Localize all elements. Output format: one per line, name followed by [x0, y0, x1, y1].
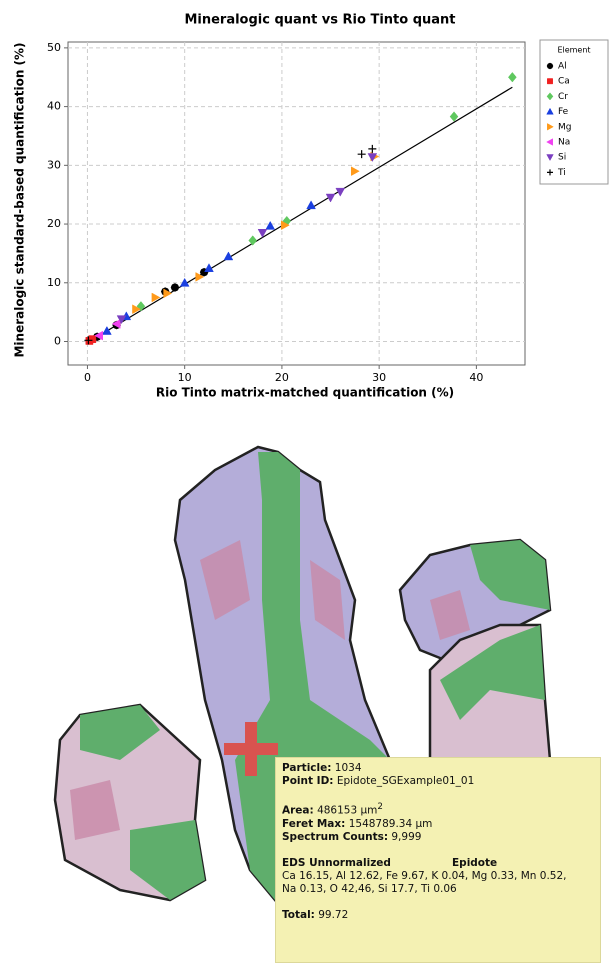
- value: 1548789.34 μm: [349, 818, 433, 830]
- value: Epidote_SGExample01_01: [337, 775, 474, 787]
- value: Na 0.13, O 42,46, Si 17.7, Ti 0.06: [282, 883, 594, 896]
- label: EDS Unnormalized: [282, 857, 452, 870]
- legend-marker: [547, 79, 552, 84]
- tooltip: Particle: 1034 Point ID: Epidote_SGExamp…: [275, 757, 601, 963]
- x-tick-label: 10: [178, 371, 192, 384]
- y-tick-label: 30: [47, 158, 61, 171]
- value: 99.72: [318, 909, 348, 921]
- legend-label: Fe: [558, 107, 569, 117]
- label: Feret Max:: [282, 818, 345, 830]
- point: [171, 283, 179, 291]
- cursor-cross: [224, 743, 278, 755]
- y-axis-label: Mineralogic standard-based quantificatio…: [13, 42, 27, 357]
- legend-marker: [547, 63, 553, 69]
- label: Point ID:: [282, 775, 333, 787]
- value: 1034: [335, 762, 362, 774]
- y-tick-label: 20: [47, 217, 61, 230]
- chart-title: Mineralogic quant vs Rio Tinto quant: [184, 13, 455, 28]
- point: [89, 336, 96, 343]
- x-tick-label: 40: [469, 371, 483, 384]
- chart: Mineralogic quant vs Rio Tinto quant Rio…: [0, 0, 611, 410]
- legend-label: Al: [558, 62, 567, 72]
- label: Total:: [282, 909, 315, 921]
- label: Area:: [282, 805, 314, 817]
- legend-label: Ca: [558, 77, 570, 87]
- plot-area: [68, 42, 525, 365]
- x-axis-label: Rio Tinto matrix-matched quantification …: [156, 386, 454, 400]
- label: Particle:: [282, 762, 331, 774]
- value: Ca 16.15, Al 12.62, Fe 9.67, K 0.04, Mg …: [282, 870, 594, 883]
- legend-title: Element: [557, 46, 590, 55]
- value: 2: [377, 802, 383, 812]
- legend-label: Na: [558, 138, 570, 148]
- x-tick-label: 30: [372, 371, 386, 384]
- y-tick-label: 40: [47, 100, 61, 113]
- page: Mineralogic quant vs Rio Tinto quant Rio…: [0, 0, 611, 967]
- y-tick-label: 10: [47, 276, 61, 289]
- legend-label: Si: [558, 153, 566, 163]
- y-tick-label: 0: [54, 335, 61, 348]
- legend-label: Mg: [558, 122, 571, 132]
- value: 486153 μm: [317, 805, 377, 817]
- x-tick-label: 0: [84, 371, 91, 384]
- mineral: Epidote: [452, 857, 497, 869]
- legend-label: Cr: [558, 92, 568, 102]
- legend-label: Ti: [557, 168, 566, 178]
- y-tick-label: 50: [47, 41, 61, 54]
- x-tick-label: 20: [275, 371, 289, 384]
- label: Spectrum Counts:: [282, 831, 388, 843]
- value: 9,999: [391, 831, 421, 843]
